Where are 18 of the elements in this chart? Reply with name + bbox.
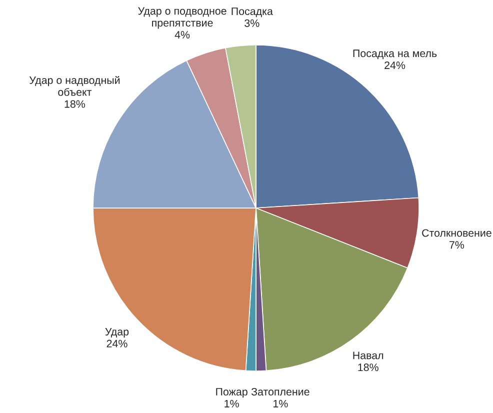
data-label: 4%	[174, 31, 190, 39]
slice-label: Затопление	[251, 388, 310, 396]
data-label: 1%	[274, 400, 288, 408]
slice-label: Посадка	[232, 8, 273, 18]
slice-label: Навал	[353, 352, 384, 360]
data-label: 24%	[384, 61, 406, 70]
data-label: 1%	[224, 400, 239, 408]
slice-label: Столкновение	[422, 229, 492, 237]
slice-label: Удар	[105, 328, 129, 338]
data-label: 24%	[106, 340, 128, 348]
slice-label: Удар о надводный объект	[29, 76, 120, 96]
slice-label: Пожар	[216, 388, 248, 398]
data-label: 7%	[450, 241, 464, 249]
slice-label: Удар о подводное препятствие	[138, 7, 226, 29]
slice-label: Посадка на мель	[353, 50, 437, 60]
data-label: 18%	[64, 100, 86, 108]
data-label: 3%	[244, 19, 260, 27]
data-label: 18%	[358, 364, 378, 372]
